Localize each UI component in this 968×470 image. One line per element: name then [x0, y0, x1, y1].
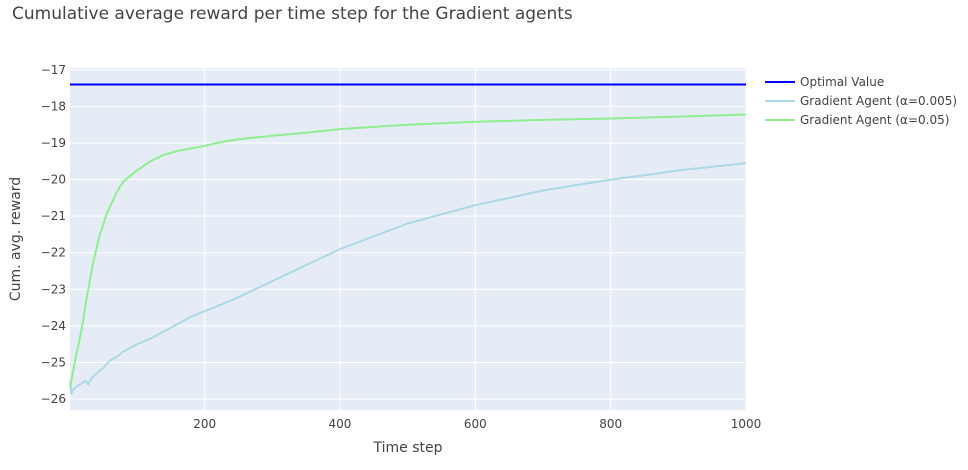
y-tick-label: −22: [41, 246, 66, 260]
x-axis-title: Time step: [373, 440, 443, 456]
y-tick-label: −19: [41, 136, 66, 150]
x-tick-label: 800: [599, 417, 622, 431]
y-tick-label: −23: [41, 282, 66, 296]
chart-title: Cumulative average reward per time step …: [12, 4, 573, 24]
gridlines: [70, 68, 747, 410]
plot-area: [70, 68, 746, 410]
y-tick-label: −18: [41, 99, 66, 113]
x-axis-ticks: 200 400 600 800 1000: [193, 417, 761, 431]
y-tick-label: −21: [41, 209, 66, 223]
y-axis-title: Cum. avg. reward: [8, 177, 24, 301]
y-tick-label: −17: [41, 63, 66, 77]
legend-item-3[interactable]: Gradient Agent (α=0.05): [765, 113, 949, 127]
series-line-3: [69, 113, 747, 389]
y-tick-label: −26: [41, 392, 66, 406]
legend[interactable]: Optimal Value Gradient Agent (α=0.005) Gra…: [765, 75, 957, 127]
legend-label: Gradient Agent (α=0.05): [800, 113, 949, 127]
series-line-2: [69, 162, 747, 395]
legend-item-1[interactable]: Optimal Value: [765, 75, 884, 89]
x-tick-label: 1000: [731, 417, 762, 431]
series-lines: [69, 83, 747, 395]
y-tick-label: −25: [41, 355, 66, 369]
legend-item-2[interactable]: Gradient Agent (α=0.005): [765, 94, 957, 108]
y-tick-label: −24: [41, 319, 66, 333]
legend-label: Gradient Agent (α=0.005): [800, 94, 957, 108]
legend-label: Optimal Value: [800, 75, 884, 89]
y-tick-label: −20: [41, 173, 66, 187]
y-axis-ticks: −26 −25 −24 −23 −22 −21 −20 −19 −18 −17: [41, 63, 66, 406]
x-tick-label: 200: [193, 417, 216, 431]
x-tick-label: 400: [329, 417, 352, 431]
x-tick-label: 600: [464, 417, 487, 431]
